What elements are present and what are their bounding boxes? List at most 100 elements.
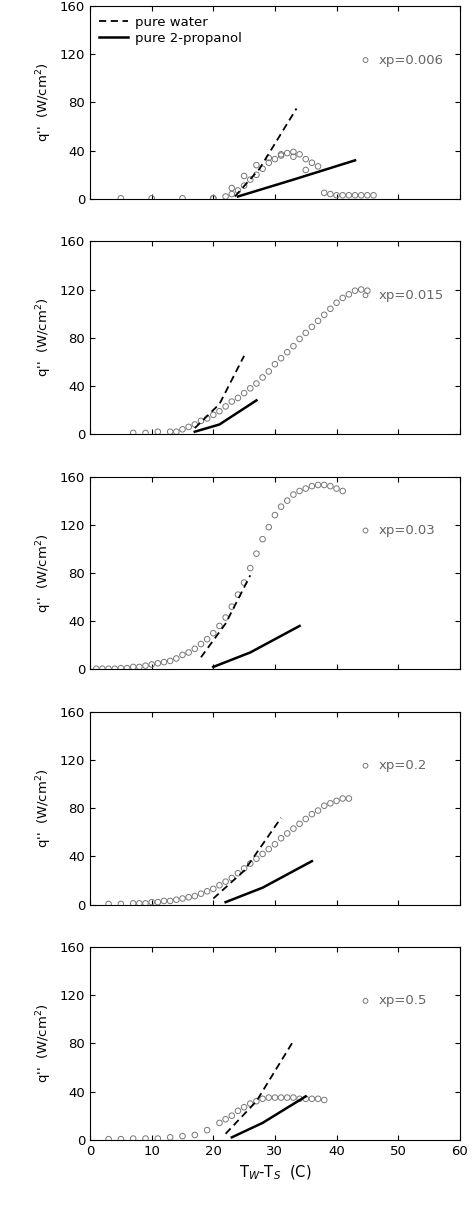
Point (283, 824, 291, 844)
Point (259, 1089, 266, 1108)
Point (302, 479, 310, 499)
Point (154, 1129, 162, 1148)
Point (302, 150, 310, 169)
Point (166, 891, 174, 911)
Point (179, 419, 186, 439)
Point (265, 154, 273, 173)
Point (210, 405, 217, 424)
Point (290, 819, 297, 839)
Point (203, 408, 211, 428)
Point (246, 169, 254, 189)
Point (320, 1090, 328, 1109)
Point (277, 145, 285, 165)
Point (253, 374, 260, 394)
Point (129, 1129, 137, 1148)
Point (302, 809, 310, 829)
Point (370, 185, 377, 205)
Point (308, 805, 316, 824)
Point (351, 280, 359, 300)
Point (216, 875, 223, 895)
Point (228, 178, 236, 197)
Point (345, 185, 353, 205)
Point (259, 368, 266, 388)
Point (234, 1101, 242, 1120)
Point (123, 658, 131, 678)
Point (197, 634, 205, 653)
Point (271, 1087, 279, 1107)
Point (99, 659, 106, 679)
Point (290, 143, 297, 162)
Point (246, 379, 254, 399)
Point (91, 894, 99, 913)
Point (91, 423, 99, 442)
Point (339, 789, 346, 808)
Point (308, 317, 316, 336)
Legend: pure water, pure 2-propanol: pure water, pure 2-propanol (97, 12, 245, 48)
Point (339, 185, 346, 205)
Point (222, 396, 229, 416)
Text: xp=0.03: xp=0.03 (378, 524, 435, 538)
Point (277, 497, 285, 517)
Point (277, 349, 285, 368)
Point (234, 180, 242, 200)
Point (166, 422, 174, 441)
Point (173, 422, 180, 441)
Point (210, 189, 217, 208)
Point (136, 894, 143, 913)
Point (271, 835, 279, 855)
Point (320, 183, 328, 202)
X-axis label: T$_W$-T$_S$  (C): T$_W$-T$_S$ (C) (238, 1163, 311, 1181)
Point (246, 1093, 254, 1113)
Point (265, 840, 273, 859)
Point (91, 188, 99, 207)
Point (333, 479, 340, 499)
Point (333, 185, 340, 205)
Point (166, 1128, 174, 1147)
Point (259, 529, 266, 549)
Point (240, 384, 248, 403)
Point (290, 147, 297, 167)
Point (320, 305, 328, 324)
Point (129, 657, 137, 677)
Point (185, 417, 192, 436)
Point (240, 1097, 248, 1117)
Point (265, 1087, 273, 1107)
Point (210, 623, 217, 642)
Point (216, 1113, 223, 1132)
Point (339, 482, 346, 501)
Point (191, 639, 199, 658)
Point (240, 166, 248, 185)
Point (277, 829, 285, 848)
Point (148, 655, 155, 674)
Point (191, 886, 199, 906)
Point (179, 1126, 186, 1146)
Point (142, 1129, 149, 1148)
Point (265, 362, 273, 382)
Point (327, 477, 334, 496)
Point (105, 895, 112, 914)
Point (296, 329, 303, 349)
Point (222, 187, 229, 206)
Point (271, 150, 279, 169)
Point (179, 889, 186, 908)
Point (277, 146, 285, 166)
Point (253, 1091, 260, 1111)
Point (197, 411, 205, 430)
Point (179, 645, 186, 664)
Point (142, 423, 149, 442)
Point (129, 894, 137, 913)
Point (259, 845, 266, 864)
Y-axis label: q''  (W/cm$^2$): q'' (W/cm$^2$) (35, 63, 54, 143)
Point (117, 658, 125, 678)
Text: xp=0.006: xp=0.006 (378, 54, 444, 67)
Point (296, 482, 303, 501)
Point (210, 189, 217, 208)
Point (364, 185, 371, 205)
Point (296, 145, 303, 165)
Point (339, 288, 346, 307)
Point (160, 891, 168, 911)
Point (179, 189, 186, 208)
Point (302, 323, 310, 343)
Point (283, 1087, 291, 1107)
Point (351, 185, 359, 205)
